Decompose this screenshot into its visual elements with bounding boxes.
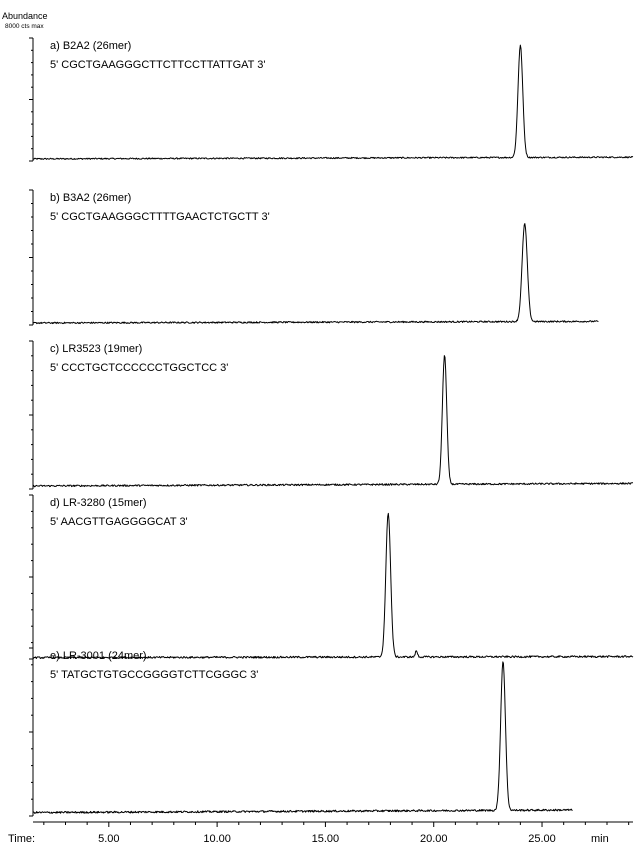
panel-sequence: 5' CGCTGAAGGGCTTCTTCCTTATTGAT 3' <box>50 59 265 71</box>
x-tick-label: 5.00 <box>98 833 119 845</box>
panel-trace <box>32 223 599 325</box>
panel-trace <box>32 512 634 659</box>
panel-title: c) LR3523 (19mer) <box>50 343 142 355</box>
panel-sequence: 5' CGCTGAAGGGCTTTTGAACTCTGCTT 3' <box>50 211 270 223</box>
x-axis-unit: min <box>591 833 609 845</box>
x-tick-label: 25.00 <box>528 833 556 845</box>
y-axis-subtitle: 8000 cts max <box>5 23 44 30</box>
panel-c: c) LR3523 (19mer) 5' CCCTGCTCCCCCCTGGCTCC… <box>29 340 634 490</box>
panel-e: e) LR-3001 (24mer) 5' TATGCTGTGCCGGGGTCTT… <box>29 647 573 817</box>
panel-title: b) B3A2 (26mer) <box>50 192 131 204</box>
panel-sequence: 5' TATGCTGTGCCGGGGTCTTCGGGC 3' <box>50 669 258 681</box>
panel-sequence: 5' CCCTGCTCCCCCCTGGCTCC 3' <box>50 362 228 374</box>
y-axis-title: Abundance <box>2 11 48 21</box>
panel-d: d) LR-3280 (15mer) 5' AACGTTGAGGGGCAT 3' <box>29 494 634 660</box>
x-tick-label: 10.00 <box>203 833 231 845</box>
panel-b: b) B3A2 (26mer) 5' CGCTGAAGGGCTTTTGAACTCT… <box>29 189 599 326</box>
panel-a: a) B2A2 (26mer) 5' CGCTGAAGGGCTTCTTCCTTAT… <box>29 37 634 162</box>
x-axis: 5.00 10.00 15.00 20.00 25.00 Time: min <box>8 821 633 845</box>
x-tick-label: 15.00 <box>312 833 340 845</box>
panel-title: d) LR-3280 (15mer) <box>50 497 147 509</box>
panel-title: a) B2A2 (26mer) <box>50 40 131 52</box>
panel-trace <box>32 355 634 488</box>
x-axis-label: Time: <box>8 833 35 845</box>
panel-trace <box>32 44 634 160</box>
panel-sequence: 5' AACGTTGAGGGGCAT 3' <box>50 516 188 528</box>
panel-title: e) LR-3001 (24mer) <box>50 650 147 662</box>
x-tick-label: 20.00 <box>420 833 448 845</box>
panel-trace <box>32 661 573 814</box>
chromatogram-panels: a) B2A2 (26mer) 5' CGCTGAAGGGCTTCTTCCTTAT… <box>29 37 634 817</box>
